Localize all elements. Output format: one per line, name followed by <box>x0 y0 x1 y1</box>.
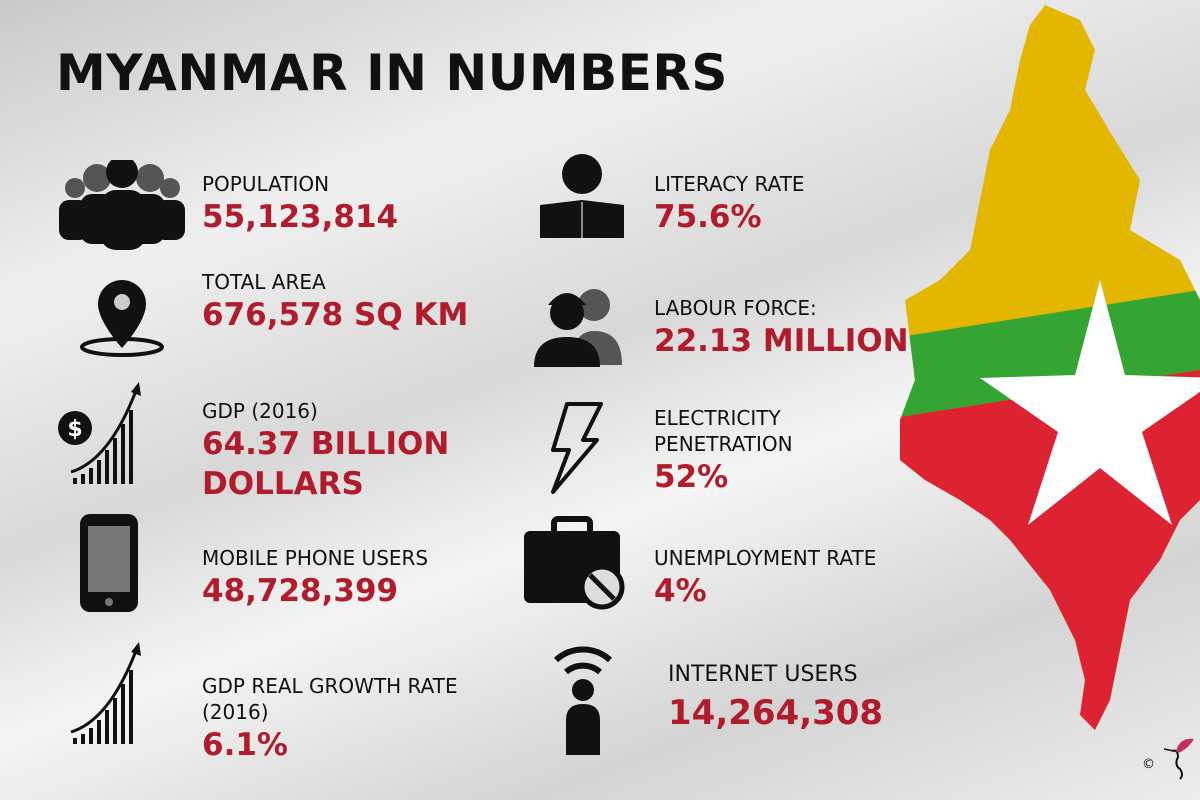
stat-label: GDP REAL GROWTH RATE (2016) <box>202 674 458 724</box>
stat-label: ELECTRICITY PENETRATION <box>654 406 793 456</box>
wifi-person-icon <box>553 646 613 755</box>
myanmar-flag-map <box>900 5 1200 730</box>
page-title: MYANMAR IN NUMBERS <box>56 44 728 102</box>
copyright-symbol: © <box>1142 757 1155 772</box>
stat-value: 64.37 BILLION DOLLARS <box>202 426 450 502</box>
mobile-phone-icon <box>80 514 138 612</box>
stat-value: 48,728,399 <box>202 573 399 609</box>
stat-value: 75.6% <box>654 199 762 235</box>
stat-value: 676,578 SQ KM <box>202 297 469 333</box>
stat-label: POPULATION <box>202 172 330 196</box>
briefcase-ban-icon <box>524 516 625 610</box>
stat-label: UNEMPLOYMENT RATE <box>654 546 877 570</box>
stat-internet-users: INTERNET USERS 14,264,308 <box>668 660 968 736</box>
stat-gdp: GDP (2016) 64.37 BILLION DOLLARS <box>202 398 502 504</box>
flag-green-band <box>900 290 1200 420</box>
stat-value: 14,264,308 <box>668 693 884 733</box>
people-icon <box>59 160 185 250</box>
stat-total-area: TOTAL AREA 676,578 SQ KM <box>202 269 502 335</box>
stat-value: 52% <box>654 459 729 495</box>
stat-label: GDP (2016) <box>202 399 318 423</box>
stat-value: 22.13 MILLION <box>654 323 909 359</box>
stat-label: TOTAL AREA <box>202 270 326 294</box>
stat-label: LABOUR FORCE: <box>654 296 817 320</box>
reader-icon <box>540 154 624 238</box>
map-pin-icon <box>80 280 164 357</box>
stat-unemployment: UNEMPLOYMENT RATE 4% <box>654 545 954 611</box>
dollar-growth-icon: $ <box>58 382 141 484</box>
hummingbird-icon <box>1163 738 1194 780</box>
stat-label: LITERACY RATE <box>654 172 805 196</box>
stat-population: POPULATION 55,123,814 <box>202 171 502 237</box>
stat-electricity: ELECTRICITY PENETRATION 52% <box>654 405 954 497</box>
stat-mobile-users: MOBILE PHONE USERS 48,728,399 <box>202 545 522 611</box>
stat-labour-force: LABOUR FORCE: 22.13 MILLION <box>654 295 954 361</box>
stat-value: 55,123,814 <box>202 199 399 235</box>
stat-value: 6.1% <box>202 727 288 763</box>
flag-star <box>980 280 1200 525</box>
stat-label: INTERNET USERS <box>668 662 858 687</box>
growth-chart-icon <box>70 642 141 744</box>
stat-label: MOBILE PHONE USERS <box>202 546 429 570</box>
stat-literacy: LITERACY RATE 75.6% <box>654 171 954 237</box>
stat-value: 4% <box>654 573 707 609</box>
workers-icon <box>534 289 622 367</box>
stat-gdp-growth: GDP REAL GROWTH RATE (2016) 6.1% <box>202 673 462 765</box>
lightning-icon <box>551 402 603 494</box>
svg-text:$: $ <box>67 417 82 442</box>
